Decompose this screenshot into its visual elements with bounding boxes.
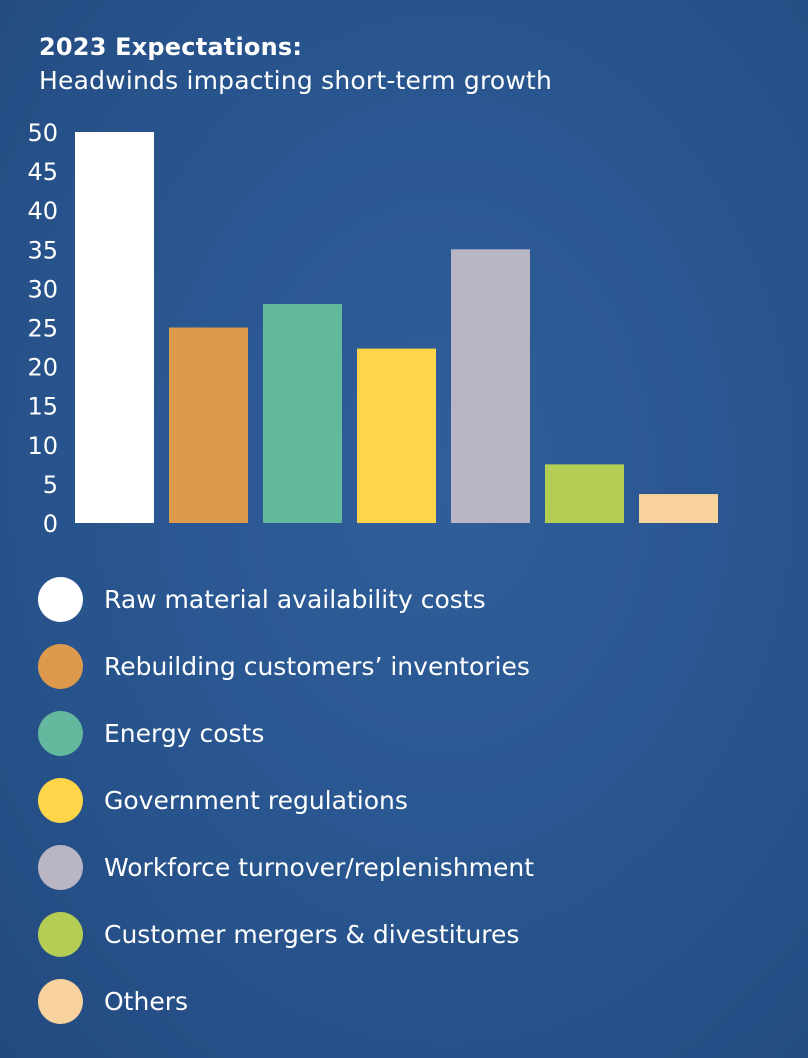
legend-label: Workforce turnover/replenishment [104, 853, 535, 882]
legend-item: Raw material availability costs [38, 577, 534, 622]
legend-swatch [38, 912, 83, 957]
legend-swatch [38, 845, 83, 890]
legend-label: Others [104, 987, 189, 1016]
bar [639, 494, 718, 523]
legend-label: Government regulations [104, 786, 408, 815]
chart-title: 2023 Expectations: [39, 33, 303, 61]
bar [263, 304, 342, 523]
legend-swatch [38, 711, 83, 756]
chart-legend: Raw material availability costs Rebuildin… [38, 577, 534, 1046]
chart-subtitle: Headwinds impacting short-term growth [39, 66, 553, 95]
legend-swatch [38, 577, 83, 622]
legend-swatch [38, 644, 83, 689]
legend-item: Customer mergers & divestitures [38, 912, 534, 957]
bar [169, 327, 248, 523]
y-tick-label: 5 [43, 471, 58, 499]
bar [357, 348, 436, 523]
y-tick-label: 20 [27, 354, 58, 382]
legend-label: Customer mergers & divestitures [104, 920, 520, 949]
legend-item: Energy costs [38, 711, 534, 756]
legend-item: Rebuilding customers’ inventories [38, 644, 534, 689]
y-tick-label: 50 [27, 119, 58, 147]
legend-label: Energy costs [104, 719, 265, 748]
bar [451, 249, 530, 524]
chart-header: 2023 Expectations: Headwinds impacting s… [39, 30, 552, 98]
legend-label: Raw material availability costs [104, 585, 486, 614]
bar-chart: 0 5 10 15 20 25 30 35 40 45 50 [27, 119, 718, 538]
legend-swatch [38, 979, 83, 1024]
legend-item: Government regulations [38, 778, 534, 823]
y-tick-label: 0 [43, 510, 58, 538]
y-tick-label: 10 [27, 432, 58, 460]
y-tick-label: 40 [27, 197, 58, 225]
y-tick-label: 45 [27, 158, 58, 186]
bar [75, 132, 154, 523]
bar [545, 464, 624, 523]
legend-label: Rebuilding customers’ inventories [104, 652, 530, 681]
legend-swatch [38, 778, 83, 823]
y-tick-label: 30 [27, 275, 58, 303]
y-tick-label: 15 [27, 393, 58, 421]
y-tick-label: 25 [27, 315, 58, 343]
legend-item: Others [38, 979, 534, 1024]
legend-item: Workforce turnover/replenishment [38, 845, 534, 890]
y-tick-label: 35 [27, 236, 58, 264]
